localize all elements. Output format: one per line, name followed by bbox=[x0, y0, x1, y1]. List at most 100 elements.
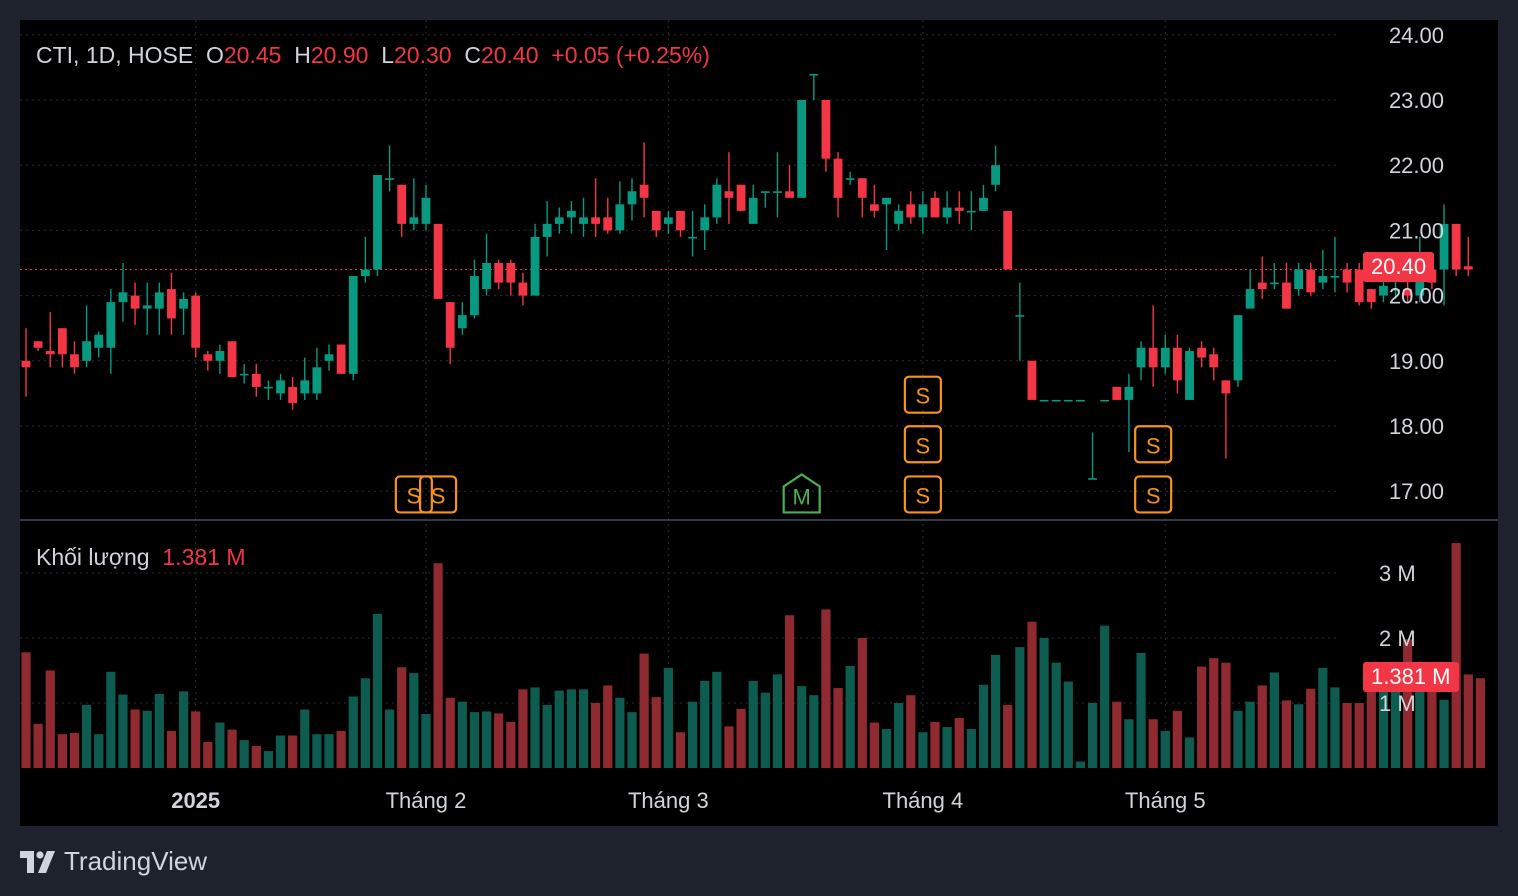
volume-bar bbox=[918, 732, 928, 768]
candle-body bbox=[760, 191, 770, 193]
volume-bar bbox=[966, 729, 976, 768]
volume-bar bbox=[894, 703, 904, 768]
volume-bar bbox=[1100, 625, 1110, 768]
volume-bar bbox=[615, 697, 625, 768]
candle-body bbox=[373, 174, 382, 270]
volume-bar bbox=[542, 704, 552, 768]
candle-body bbox=[1039, 399, 1049, 402]
candle-body bbox=[397, 184, 407, 224]
price-tick-label: 21.00 bbox=[1389, 218, 1444, 243]
close-value: 20.40 bbox=[480, 42, 539, 68]
volume-bar bbox=[724, 726, 734, 768]
volume-bar bbox=[603, 685, 613, 768]
candle-body bbox=[567, 210, 576, 218]
volume-bar bbox=[142, 710, 152, 768]
volume-bar bbox=[421, 714, 431, 768]
candle-body bbox=[1063, 399, 1073, 402]
close-label: C bbox=[464, 42, 481, 68]
volume-bar bbox=[748, 680, 758, 768]
volume-bar bbox=[712, 671, 722, 768]
volume-bar bbox=[554, 690, 564, 768]
candle-body bbox=[954, 207, 964, 211]
candle-body bbox=[918, 204, 928, 218]
high-value: 20.90 bbox=[310, 42, 369, 68]
volume-bar bbox=[1124, 719, 1134, 768]
volume-bar bbox=[1427, 679, 1437, 768]
volume-bar bbox=[1463, 674, 1473, 768]
sell-marker-frame bbox=[1134, 425, 1173, 464]
volume-bar bbox=[227, 729, 237, 768]
volume-bar bbox=[1451, 543, 1461, 768]
candle-body bbox=[930, 197, 940, 218]
volume-bar bbox=[784, 615, 795, 768]
candle-body bbox=[239, 373, 249, 376]
volume-bar bbox=[506, 721, 516, 768]
candle-body bbox=[1233, 315, 1243, 381]
open-value: 20.45 bbox=[223, 42, 282, 68]
low-value: 20.30 bbox=[393, 42, 452, 68]
candle-body bbox=[663, 217, 673, 224]
candle-body bbox=[748, 197, 758, 224]
volume-bar bbox=[385, 709, 395, 768]
candle-body bbox=[1257, 282, 1267, 290]
low-label: L bbox=[381, 42, 394, 68]
candle-body bbox=[942, 207, 952, 218]
volume-bar bbox=[94, 734, 104, 768]
candle-body bbox=[300, 380, 310, 394]
volume-bar bbox=[639, 653, 649, 768]
candle-body bbox=[882, 197, 891, 205]
candle-body bbox=[1403, 289, 1413, 296]
volume-bar bbox=[675, 732, 686, 768]
time-tick-label: Tháng 5 bbox=[1125, 788, 1206, 813]
volume-bar bbox=[1136, 652, 1146, 768]
volume-bar bbox=[1281, 700, 1292, 768]
candle-body bbox=[421, 197, 431, 224]
volume-bar bbox=[663, 667, 673, 768]
symbol-line: CTI, 1D, HOSE bbox=[36, 42, 194, 68]
volume-tick-label: 2 M bbox=[1379, 626, 1416, 651]
candle-body bbox=[1003, 210, 1013, 270]
candle-body bbox=[106, 302, 116, 348]
candle-body bbox=[603, 217, 613, 231]
candle-body bbox=[833, 158, 843, 198]
candle-body bbox=[579, 217, 588, 224]
candle-body bbox=[736, 184, 746, 211]
sell-marker-label: S bbox=[431, 483, 446, 508]
volume-legend: Khối lượng 1.381 M bbox=[36, 544, 246, 571]
candle-body bbox=[457, 315, 467, 329]
volume-bar bbox=[130, 709, 140, 768]
volume-bar bbox=[69, 732, 80, 768]
volume-bar bbox=[700, 680, 710, 768]
candle-body bbox=[251, 373, 261, 387]
tradingview-logo[interactable]: TradingView bbox=[20, 846, 207, 877]
volume-bar bbox=[82, 704, 92, 768]
candle-body bbox=[324, 354, 334, 361]
volume-bar bbox=[809, 695, 819, 768]
volume-bar bbox=[372, 613, 383, 768]
volume-bar bbox=[978, 684, 989, 768]
candle-body bbox=[1354, 269, 1364, 303]
sell-marker-frame bbox=[903, 425, 942, 464]
candle-body bbox=[1306, 269, 1316, 293]
volume-bar bbox=[736, 708, 746, 768]
volume-bar bbox=[481, 711, 492, 768]
volume-bar bbox=[1415, 691, 1425, 768]
sell-marker-frame bbox=[394, 475, 433, 514]
candle-body bbox=[785, 191, 794, 198]
candle-body bbox=[276, 380, 285, 394]
sell-marker-label: S bbox=[916, 384, 931, 409]
candle-body bbox=[409, 217, 419, 224]
candle-body bbox=[809, 73, 819, 76]
candle-body bbox=[1221, 380, 1231, 394]
volume-bar bbox=[1269, 672, 1279, 768]
price-tick-label: 23.00 bbox=[1389, 88, 1444, 113]
candle-body bbox=[1088, 478, 1097, 480]
candle-body bbox=[1330, 276, 1340, 278]
candle-body bbox=[554, 217, 564, 224]
sell-marker-frame bbox=[903, 375, 942, 414]
volume-bar bbox=[457, 701, 467, 768]
volume-bar bbox=[869, 722, 879, 768]
